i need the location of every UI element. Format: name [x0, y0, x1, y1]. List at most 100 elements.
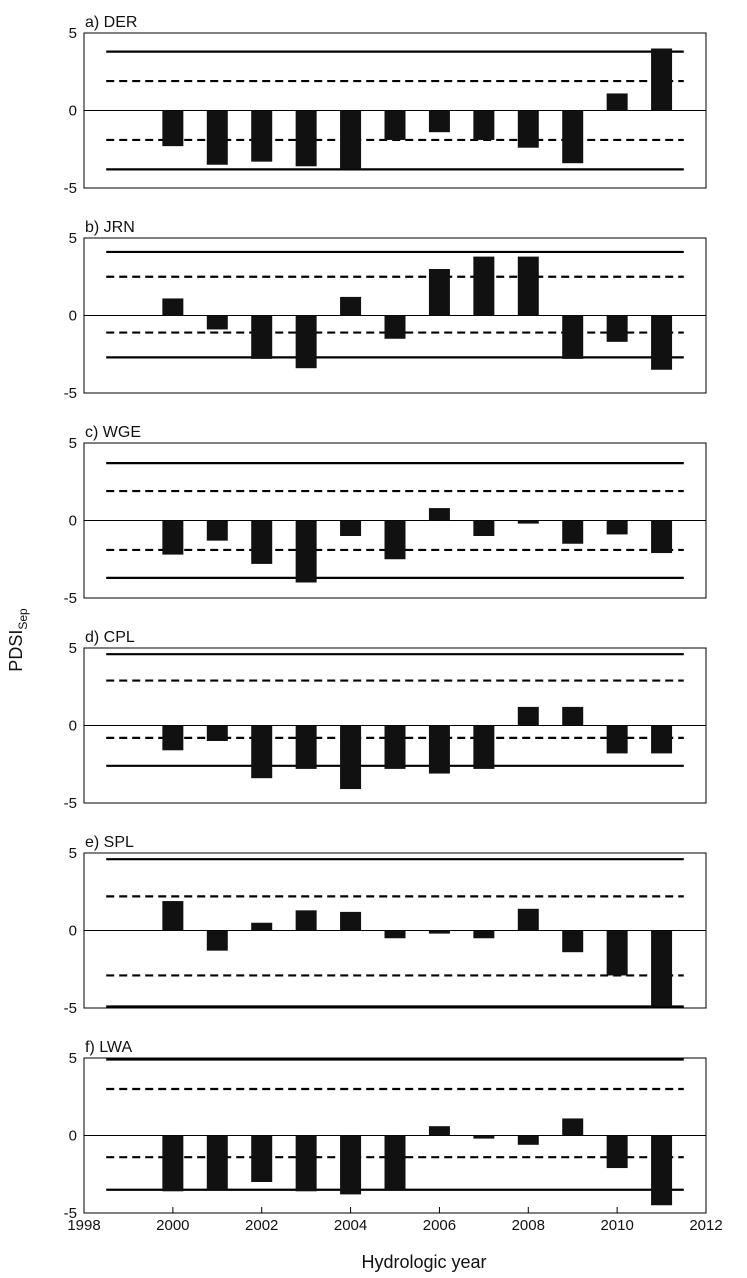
- bar-2000: [162, 110, 184, 147]
- x-tick-label: 2010: [600, 1217, 633, 1234]
- bar-2006: [428, 1126, 450, 1136]
- bar-2010: [606, 725, 628, 754]
- panel-title: a) DER: [85, 14, 137, 31]
- bar-2002: [251, 1135, 273, 1182]
- bar-2003: [295, 725, 317, 769]
- bar-2008: [517, 1135, 539, 1145]
- bar-2005: [384, 315, 406, 339]
- bar-2007: [473, 110, 495, 140]
- bar-2006: [428, 508, 450, 521]
- y-tick-label: 5: [69, 230, 77, 247]
- bar-2002: [251, 315, 273, 359]
- y-tick-label: 0: [69, 513, 77, 530]
- panel-title: e) SPL: [85, 834, 134, 851]
- y-tick-label: -5: [64, 1205, 77, 1222]
- bar-2011: [651, 725, 673, 754]
- bar-2005: [384, 1135, 406, 1190]
- x-tick-label: 2000: [156, 1217, 189, 1234]
- bar-2004: [340, 1135, 362, 1195]
- panel-6: -5 0 5 f) LWA 1998 2000 2002 2004 2006 2008 2010 20…: [64, 1039, 723, 1234]
- y-axis-label-sub: Sep: [16, 608, 30, 630]
- bar-2001: [206, 1135, 228, 1190]
- bar-2002: [251, 725, 273, 779]
- bar-2008: [517, 908, 539, 931]
- bar-2003: [295, 910, 317, 931]
- bar-2009: [562, 930, 584, 953]
- bar-2005: [384, 725, 406, 769]
- bar-2004: [340, 520, 362, 536]
- bar-2001: [206, 315, 228, 330]
- y-tick-label: -5: [64, 180, 77, 197]
- bar-2004: [340, 725, 362, 790]
- y-tick-label: -5: [64, 385, 77, 402]
- bar-2006: [428, 930, 450, 934]
- panel-5: -5 0 5 e) SPL: [64, 834, 707, 1017]
- y-tick-label: 5: [69, 640, 77, 657]
- bar-2010: [606, 1135, 628, 1169]
- bar-2003: [295, 1135, 317, 1192]
- svg-text:PDSISep: PDSISep: [6, 608, 30, 672]
- bar-2003: [295, 520, 317, 583]
- panel-title: b) JRN: [85, 219, 135, 236]
- panel-2: -5 0 5 b) JRN: [64, 219, 707, 402]
- y-tick-label: 0: [69, 923, 77, 940]
- y-tick-label: 5: [69, 1050, 77, 1067]
- y-tick-label: 0: [69, 1128, 77, 1145]
- bar-2001: [206, 520, 228, 541]
- bar-2010: [606, 930, 628, 976]
- bar-2003: [295, 110, 317, 167]
- panel-title: d) CPL: [85, 629, 135, 646]
- bar-2000: [162, 1135, 184, 1192]
- x-tick-label: 1998: [67, 1217, 100, 1234]
- y-tick-label: -5: [64, 795, 77, 812]
- bar-2005: [384, 110, 406, 140]
- bar-2000: [162, 901, 184, 931]
- bar-2000: [162, 520, 184, 555]
- bar-2006: [428, 110, 450, 133]
- bar-2004: [340, 110, 362, 170]
- bar-2004: [340, 911, 362, 931]
- bar-2006: [428, 269, 450, 316]
- y-axis-label: PDSISep: [6, 608, 30, 672]
- y-tick-label: 5: [69, 25, 77, 42]
- bar-2001: [206, 725, 228, 741]
- bar-2007: [473, 930, 495, 939]
- bar-2007: [473, 1135, 495, 1139]
- panel-title: c) WGE: [85, 424, 141, 441]
- bar-2009: [562, 520, 584, 544]
- bar-2007: [473, 256, 495, 316]
- x-tick-label: 2008: [512, 1217, 545, 1234]
- y-tick-label: -5: [64, 1000, 77, 1017]
- bar-2008: [517, 256, 539, 316]
- bar-2000: [162, 298, 184, 316]
- y-tick-label: 0: [69, 718, 77, 735]
- bar-2010: [606, 520, 628, 535]
- y-tick-label: 5: [69, 845, 77, 862]
- bar-2003: [295, 315, 317, 369]
- bar-2009: [562, 315, 584, 359]
- y-tick-label: 0: [69, 103, 77, 120]
- bar-2005: [384, 930, 406, 939]
- x-tick-label: 2002: [245, 1217, 278, 1234]
- bar-2000: [162, 725, 184, 751]
- bar-2007: [473, 725, 495, 769]
- bar-2005: [384, 520, 406, 560]
- bar-2008: [517, 110, 539, 148]
- y-tick-label: 5: [69, 435, 77, 452]
- bar-2002: [251, 520, 273, 564]
- panel-3: -5 0 5 c) WGE: [64, 424, 707, 607]
- bar-2010: [606, 315, 628, 342]
- bar-2006: [428, 725, 450, 774]
- bar-2011: [651, 48, 673, 111]
- bar-2001: [206, 110, 228, 165]
- bar-2008: [517, 706, 539, 726]
- bar-2011: [651, 1135, 673, 1206]
- bar-2010: [606, 93, 628, 111]
- bar-2009: [562, 1118, 584, 1136]
- panel-1: -5 0 5 a) DER: [64, 14, 707, 197]
- bar-2009: [562, 110, 584, 164]
- bar-2009: [562, 706, 584, 726]
- x-tick-label: 2012: [689, 1217, 722, 1234]
- bar-2011: [651, 930, 673, 1007]
- y-tick-label: 0: [69, 308, 77, 325]
